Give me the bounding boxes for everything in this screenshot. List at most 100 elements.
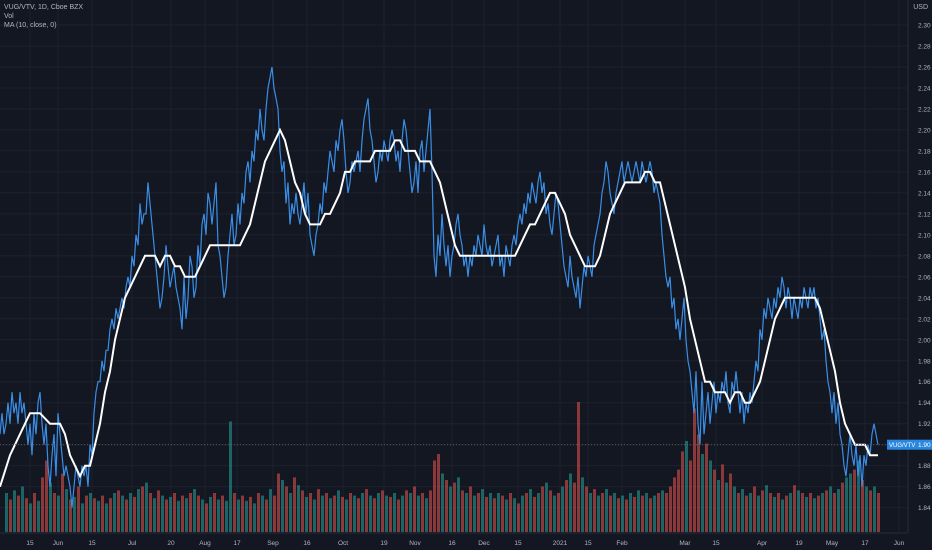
volume-bar — [673, 477, 676, 532]
volume-bar — [269, 489, 272, 532]
volume-bar — [289, 493, 292, 532]
y-tick-label: 2.22 — [918, 106, 931, 113]
volume-bar — [825, 490, 828, 532]
volume-bar — [845, 477, 848, 532]
x-tick-label: 15 — [584, 540, 592, 547]
volume-bar — [641, 495, 644, 532]
y-tick-label: 2.26 — [918, 64, 931, 71]
volume-bar — [541, 486, 544, 532]
grid — [0, 0, 907, 532]
volume-bar — [785, 495, 788, 532]
volume-bar — [53, 493, 56, 532]
volume-bar — [669, 486, 672, 532]
moving-average-line — [0, 127, 878, 488]
volume-bar — [373, 498, 376, 532]
volume-bar — [161, 495, 164, 532]
volume-bar — [749, 493, 752, 532]
volume-bar — [649, 498, 652, 532]
volume-bar — [621, 495, 624, 532]
price-tag-value: 1.90 — [918, 442, 931, 449]
volume-bar — [853, 469, 856, 532]
volume-bar — [293, 477, 296, 532]
volume-bar — [145, 482, 148, 532]
volume-bar — [865, 486, 868, 532]
volume-bar — [709, 460, 712, 532]
volume-bar — [33, 493, 36, 532]
volume-bar — [409, 493, 412, 532]
volume-bar — [57, 495, 60, 532]
x-tick-label: 15 — [514, 540, 522, 547]
volume-bar — [353, 495, 356, 532]
y-tick-label: 1.96 — [918, 379, 931, 386]
volume-bar — [633, 496, 636, 532]
y-tick-label: 2.02 — [918, 316, 931, 323]
volume-bar — [777, 493, 780, 532]
volume-bar — [61, 473, 64, 532]
volume-bar — [301, 490, 304, 532]
volume-bar — [765, 485, 768, 532]
volume-bar — [561, 486, 564, 532]
volume-bar — [105, 503, 108, 532]
volume-bar — [701, 454, 704, 532]
volume-bar — [489, 493, 492, 532]
volume-bar — [857, 460, 860, 532]
volume-bar — [517, 503, 520, 532]
volume-bar — [361, 493, 364, 532]
x-tick-label: 15 — [88, 540, 96, 547]
volume-bar — [877, 493, 880, 532]
volume-bar — [137, 489, 140, 532]
x-tick-label: 16 — [303, 540, 311, 547]
volume-bar — [405, 490, 408, 532]
volume-bar — [441, 473, 444, 532]
y-tick-label: 2.04 — [918, 295, 931, 302]
y-tick-label: 1.84 — [918, 505, 931, 512]
x-tick-label: Sep — [267, 540, 279, 547]
volume-bar — [325, 493, 328, 532]
volume-bar — [377, 493, 380, 532]
legend-moving-average: MA (10, close, 0) — [4, 22, 57, 29]
volume-bar — [797, 490, 800, 532]
volume-bar — [605, 489, 608, 532]
legend-symbol: VUG/VTV, 1D, Cboe BZX — [4, 4, 84, 11]
volume-bar — [109, 498, 112, 532]
volume-bar — [637, 490, 640, 532]
volume-bar — [861, 480, 864, 532]
volume-bar — [349, 493, 352, 532]
volume-bar — [697, 434, 700, 532]
volume-bar — [169, 496, 172, 532]
y-tick-label: 1.86 — [918, 484, 931, 491]
x-tick-label: 17 — [861, 540, 869, 547]
y-tick-label: 2.00 — [918, 337, 931, 344]
volume-bar — [73, 496, 76, 532]
y-tick-label: 2.06 — [918, 274, 931, 281]
volume-bar — [257, 493, 260, 532]
volume-bar — [433, 460, 436, 532]
volume-bar — [25, 498, 28, 532]
volume-bar — [173, 493, 176, 532]
volume-bar — [277, 473, 280, 532]
volume-bar — [837, 489, 840, 532]
volume-bar — [645, 493, 648, 532]
volume-bar — [585, 486, 588, 532]
volume-bar — [717, 480, 720, 532]
y-tick-label: 2.28 — [918, 43, 931, 50]
x-tick-label: Nov — [409, 540, 421, 547]
volume-bar — [49, 482, 52, 532]
volume-bar — [177, 500, 180, 532]
volume-bar — [117, 490, 120, 532]
volume-bar — [345, 499, 348, 532]
y-tick-label: 1.98 — [918, 358, 931, 365]
volume-bar — [65, 489, 68, 532]
x-tick-label: Aug — [199, 540, 211, 547]
x-tick-label: Dec — [478, 540, 490, 547]
volume-bar — [693, 408, 696, 532]
volume-bar — [793, 485, 796, 532]
volume-bar — [681, 451, 684, 532]
volume-bar — [481, 489, 484, 532]
volume-bar — [341, 496, 344, 532]
volume-bar — [665, 493, 668, 532]
volume-bar — [189, 493, 192, 532]
volume-bar — [817, 495, 820, 532]
x-tick-label: 2021 — [553, 540, 568, 547]
